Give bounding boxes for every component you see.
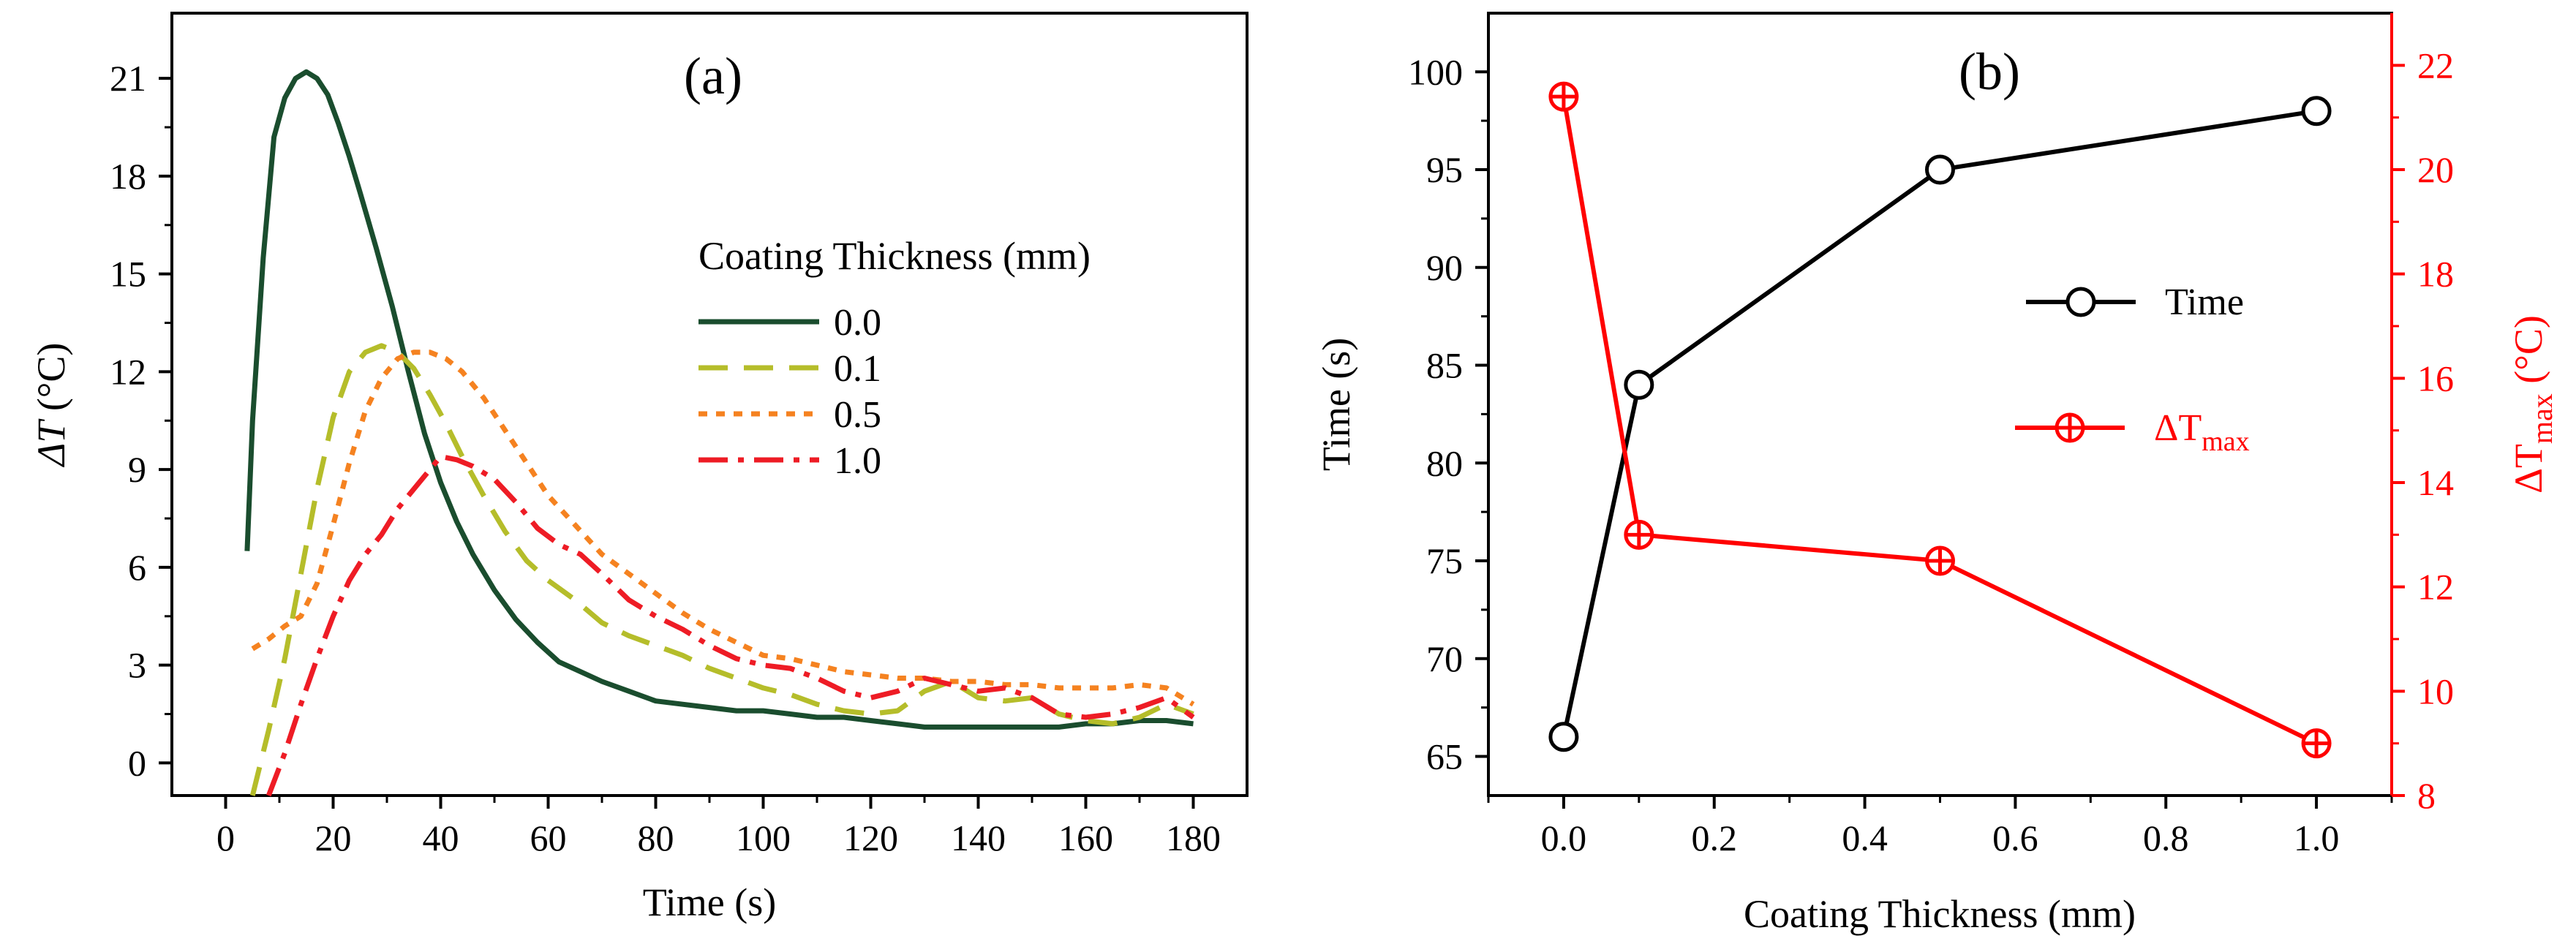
data-point-Time [1624, 369, 1654, 400]
panel-a-x-tick-label: 0 [216, 817, 235, 858]
panel-a-y-tick-label: 21 [110, 58, 146, 99]
series-line-Time [1561, 108, 2317, 738]
panel-b-y-ticks: 65 70 75 80 85 90 95 100 [1408, 51, 1488, 777]
data-point-ΔTmax [1925, 545, 1955, 576]
panel-a-y-tick-label: 3 [128, 645, 146, 686]
data-point-Time [1925, 154, 1955, 185]
panel-b-y-tick-label: 85 [1426, 345, 1463, 386]
panel-a-y-tick-label: 18 [110, 156, 146, 197]
panel-b-y2-ticks: 8 10 12 14 16 18 20 22 [2392, 45, 2454, 816]
panel-b-x-tick-label: 1.0 [2294, 817, 2340, 858]
panel-a-y-tick-label: 9 [128, 449, 146, 490]
panel-a-y-ticks: 0 3 6 9 12 15 18 21 [110, 58, 172, 783]
panel-b-y2-tick-label: 16 [2417, 358, 2454, 398]
legend-label-0.0: 0.0 [834, 302, 881, 344]
panel-b-legend: Time ΔTmax [2015, 282, 2250, 457]
panel-b-x-tick-label: 0.0 [1541, 817, 1587, 858]
panel-b-plot-frame [1487, 12, 2393, 797]
panel-b-y-tick-label: 100 [1408, 51, 1463, 92]
legend-dtmax-marker [2055, 412, 2085, 443]
panel-b-x-tick-label: 0.4 [1842, 817, 1888, 858]
series-line-1.0 [266, 453, 1195, 797]
panel-a-plot-frame [170, 12, 1249, 797]
panel-b-y-tick-label: 75 [1426, 540, 1463, 581]
panel-b-y2-tick-label: 8 [2417, 775, 2436, 816]
panel-a-y-tick-label: 0 [128, 742, 146, 783]
panel-b-y2-tick-label: 18 [2417, 254, 2454, 295]
panel-b-label: (b) [1959, 42, 2020, 101]
panel-b-y-tick-label: 95 [1426, 149, 1463, 190]
panel-a-x-tick-label: 180 [1166, 817, 1221, 858]
data-point-ΔTmax [2301, 728, 2332, 759]
panel-b-y-tick-label: 80 [1426, 442, 1463, 483]
panel-b-x-axis-title: Coating Thickness (mm) [1744, 892, 2136, 936]
series-line-0.0 [244, 69, 1194, 730]
legend-label-0.1: 0.1 [834, 348, 881, 390]
panel-b-y2-tick-label: 20 [2417, 149, 2454, 190]
panel-b-y2-tick-label: 14 [2417, 462, 2454, 503]
panel-a-x-tick-label: 140 [951, 817, 1006, 858]
panel-b-y2-tick-label: 10 [2417, 670, 2454, 711]
panel-b-y-tick-label: 70 [1426, 638, 1463, 679]
legend-time-label: Time [2165, 282, 2244, 323]
panel-b-y-tick-label: 90 [1426, 247, 1463, 288]
panel-b: 0.0 0.2 0.4 0.6 0.8 1.0 65 70 75 80 85 90 95 100 8 10… [1314, 12, 2558, 936]
series-line-0.1 [249, 343, 1194, 796]
panel-a-y-tick-label: 15 [110, 254, 146, 295]
panel-a-x-tick-label: 60 [530, 817, 567, 858]
panel-b-x-tick-label: 0.2 [1692, 817, 1738, 858]
panel-b-y-tick-label: 65 [1426, 736, 1463, 777]
panel-b-series [1548, 81, 2332, 759]
panel-a-y-axis-title: ΔT (°C) [29, 343, 73, 468]
data-point-ΔTmax [1624, 519, 1654, 550]
panel-b-x-ticks: 0.0 0.2 0.4 0.6 0.8 1.0 [1487, 796, 2393, 858]
legend-time-marker [2065, 287, 2096, 317]
panel-a-x-tick-label: 120 [843, 817, 898, 858]
panel-a-series [244, 69, 1195, 797]
data-point-Time [2301, 96, 2332, 126]
panel-a: 0 20 40 60 80 100 120 140 160 180 0 3 6 9 12 15 18 21 (a… [29, 12, 1249, 924]
panel-a-x-ticks: 0 20 40 60 80 100 120 140 160 180 [216, 796, 1221, 858]
panel-a-legend: Coating Thickness (mm) 0.00.10.51.0 [698, 234, 1091, 482]
panel-a-y-tick-label: 6 [128, 547, 146, 588]
data-point-Time [1548, 722, 1579, 752]
data-point-ΔTmax [1548, 81, 1579, 112]
panel-b-y-axis-title: Time (s) [1314, 338, 1358, 472]
panel-b-y2-axis-title: ΔTmax (°C) [2507, 315, 2558, 494]
panel-a-y-tick-label: 12 [110, 351, 146, 392]
panel-a-x-tick-label: 80 [638, 817, 674, 858]
panel-a-x-tick-label: 100 [736, 817, 791, 858]
panel-a-label: (a) [684, 47, 742, 105]
panel-b-x-tick-label: 0.6 [1992, 817, 2038, 858]
legend-label-1.0: 1.0 [834, 440, 881, 482]
legend-label-0.5: 0.5 [834, 394, 881, 436]
series-line-ΔTmax [1561, 96, 2318, 746]
panel-a-legend-title: Coating Thickness (mm) [698, 234, 1091, 278]
series-line-0.5 [251, 350, 1195, 707]
panel-a-x-tick-label: 40 [423, 817, 459, 858]
panel-b-y2-tick-label: 22 [2417, 45, 2454, 86]
panel-a-x-tick-label: 20 [315, 817, 352, 858]
panel-a-x-axis-title: Time (s) [643, 880, 777, 924]
panel-a-x-tick-label: 160 [1058, 817, 1113, 858]
panel-b-y2-tick-label: 12 [2417, 567, 2454, 608]
panel-b-x-tick-label: 0.8 [2143, 817, 2189, 858]
legend-dtmax-label: ΔTmax [2154, 407, 2250, 457]
